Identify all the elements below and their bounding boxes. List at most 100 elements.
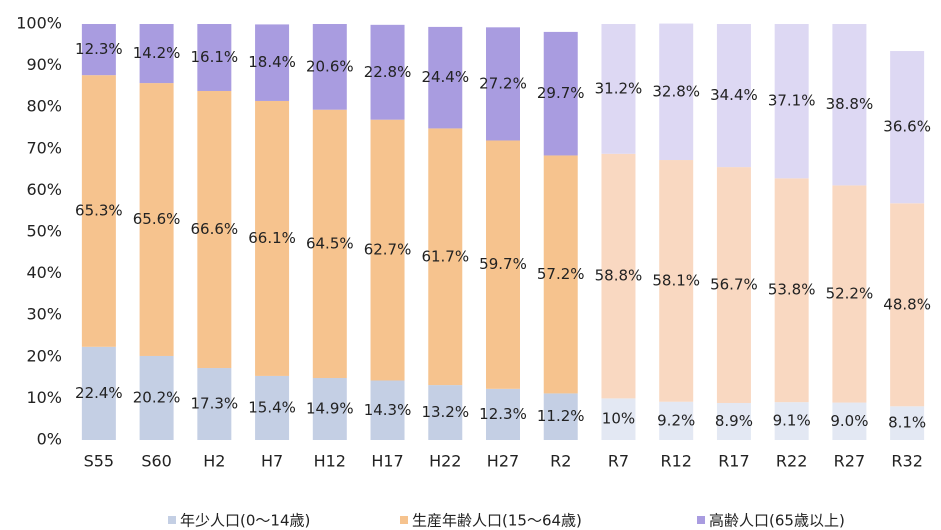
data-label: 58.8% [595, 267, 643, 285]
bar-segment [312, 109, 347, 379]
bar-segment [81, 24, 116, 76]
data-label: 13.2% [421, 403, 469, 421]
bar-segment [370, 380, 405, 440]
bar-segment [139, 355, 174, 440]
data-label: 22.4% [75, 384, 123, 402]
data-label: 12.3% [75, 40, 123, 58]
data-label: 56.7% [710, 276, 758, 294]
data-label: 9.2% [657, 411, 695, 429]
bar-segment [370, 119, 405, 381]
bar-segment [139, 24, 174, 84]
x-tick-label: H7 [261, 452, 283, 471]
bar-segment [543, 155, 578, 394]
legend-text: 生産年齢人口(15～64歳) [412, 512, 582, 530]
bar-segment [486, 140, 520, 389]
bar-segment [601, 398, 636, 440]
data-label: 15.4% [248, 398, 296, 416]
data-label: 58.1% [652, 271, 700, 289]
y-tick-label: 20% [26, 346, 62, 365]
bar-segment [312, 378, 347, 440]
data-label: 38.8% [826, 95, 874, 113]
bar-segment [832, 402, 867, 440]
x-tick-label: H22 [429, 452, 461, 471]
bar-segment [255, 24, 290, 101]
y-tick-label: 30% [26, 305, 62, 324]
data-label: 8.9% [715, 412, 753, 430]
legend-swatch [168, 516, 176, 524]
bar-segment [890, 51, 925, 204]
legend-text: 高齢人口(65歳以上) [709, 512, 845, 530]
bar-segment [774, 402, 809, 440]
y-tick-label: 10% [26, 388, 62, 407]
x-tick-label: H2 [203, 452, 225, 471]
data-label: 62.7% [364, 241, 412, 259]
x-tick-label: R32 [891, 452, 922, 471]
data-label: 48.8% [883, 295, 931, 313]
data-label: 9.0% [830, 412, 868, 430]
data-label: 61.7% [421, 247, 469, 265]
x-tick-label: R2 [550, 452, 571, 471]
data-label: 20.6% [306, 57, 354, 75]
bar-segment [197, 24, 232, 91]
x-tick-label: H27 [487, 452, 519, 471]
data-label: 14.2% [133, 44, 181, 62]
bar-segment [486, 27, 520, 141]
data-label: 64.5% [306, 234, 354, 252]
bar-segment [659, 23, 694, 161]
data-label: 16.1% [191, 48, 239, 66]
bar-segment [81, 346, 116, 440]
bar-segment [601, 24, 636, 154]
data-label: 17.3% [191, 395, 239, 413]
data-label: 66.1% [248, 229, 296, 247]
y-tick-label: 40% [26, 263, 62, 282]
data-label: 36.6% [883, 118, 931, 136]
y-tick-label: 100% [16, 14, 62, 33]
bar-segment [312, 24, 347, 110]
bar-segment [255, 375, 290, 440]
data-label: 34.4% [710, 86, 758, 104]
data-label: 14.9% [306, 400, 354, 418]
bar-segment [716, 167, 751, 403]
data-label: 31.2% [595, 79, 643, 97]
x-tick-label: R22 [776, 452, 807, 471]
bar-segment [543, 31, 578, 156]
bar-segment [370, 24, 405, 120]
x-tick-label: R17 [718, 452, 749, 471]
bar-segment [428, 128, 463, 386]
legend-swatch [400, 516, 408, 524]
bar-segment [81, 75, 116, 347]
data-label: 65.6% [133, 210, 181, 228]
data-label: 32.8% [652, 82, 700, 100]
y-tick-label: 90% [26, 55, 62, 74]
bar-segment [659, 160, 694, 402]
bar-segment [832, 185, 867, 403]
bar-segment [428, 385, 463, 440]
bar-segment [659, 401, 694, 440]
y-tick-label: 70% [26, 138, 62, 157]
data-label: 20.2% [133, 388, 181, 406]
data-label: 22.8% [364, 63, 412, 81]
data-label: 53.8% [768, 281, 816, 299]
data-label: 14.3% [364, 401, 412, 419]
bar-segment [890, 406, 925, 440]
bar-segment [428, 26, 463, 129]
data-label: 24.4% [421, 68, 469, 86]
bar-segment [197, 90, 232, 369]
x-tick-label: S55 [84, 452, 115, 471]
data-label: 27.2% [479, 74, 527, 92]
bar-segment [543, 393, 578, 440]
x-tick-label: R7 [608, 452, 629, 471]
y-tick-label: 60% [26, 180, 62, 199]
bar-segment [832, 24, 867, 186]
x-tick-label: H12 [314, 452, 346, 471]
y-tick-label: 80% [26, 97, 62, 116]
x-tick-label: H17 [371, 452, 403, 471]
bar-segment [716, 24, 751, 168]
bar-segment [139, 83, 174, 356]
bar-segment [486, 388, 520, 440]
data-label: 59.7% [479, 255, 527, 273]
data-label: 65.3% [75, 201, 123, 219]
bar-segment [774, 178, 809, 403]
legend-swatch [697, 516, 705, 524]
